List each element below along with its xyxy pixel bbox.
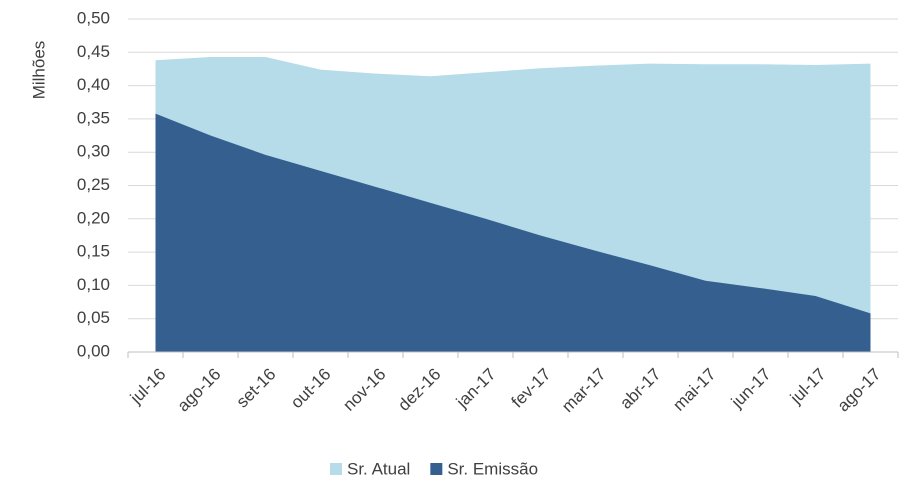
x-tick-label: jul-17 <box>786 365 830 409</box>
x-tick-label: set-16 <box>233 365 280 412</box>
x-tick-label: jan-17 <box>452 365 500 413</box>
legend-label: Sr. Atual <box>347 459 410 478</box>
x-tick-label: mar-17 <box>558 365 610 417</box>
legend-swatch <box>330 463 342 475</box>
y-axis-label: Milhões <box>29 41 48 100</box>
x-tick-label: ago-16 <box>174 365 225 416</box>
x-tick-label: nov-16 <box>339 365 389 415</box>
x-tick-label: jun-17 <box>727 365 775 413</box>
legend-label: Sr. Emissão <box>447 459 538 478</box>
y-tick-label: 0,45 <box>77 42 110 61</box>
y-tick-label: 0,40 <box>77 75 110 94</box>
x-tick-label: out-16 <box>287 365 335 413</box>
area <box>155 113 871 353</box>
y-tick-label: 0,50 <box>77 8 110 27</box>
y-tick-label: 0,35 <box>77 108 110 127</box>
x-tick-label: abr-17 <box>616 365 664 413</box>
x-tick-label: ago-17 <box>834 365 885 416</box>
y-tick-label: 0,10 <box>77 275 110 294</box>
x-tick-label: mai-17 <box>669 365 719 415</box>
legend-swatch <box>430 463 443 475</box>
y-tick-label: 0,05 <box>77 308 110 327</box>
y-tick-label: 0,20 <box>77 208 110 227</box>
y-tick-label: 0,30 <box>77 142 110 161</box>
x-tick-label: jul-16 <box>126 365 170 409</box>
y-tick-label: 0,25 <box>77 175 110 194</box>
y-tick-label: 0,00 <box>77 341 110 360</box>
x-tick-label: fev-17 <box>508 365 555 412</box>
x-tick-label: dez-16 <box>394 365 444 415</box>
y-tick-label: 0,15 <box>77 242 110 261</box>
